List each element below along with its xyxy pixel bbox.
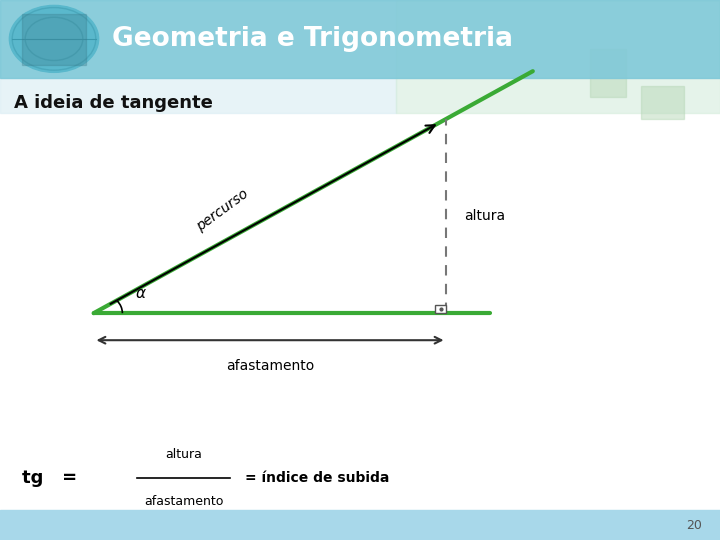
Bar xyxy=(0,0,396,113)
Bar xyxy=(0,0,720,78)
Bar xyxy=(590,49,626,97)
Text: α: α xyxy=(135,286,145,301)
Text: Geometria e Trigonometria: Geometria e Trigonometria xyxy=(112,26,513,52)
Bar xyxy=(0,510,720,540)
Text: altura: altura xyxy=(165,448,202,461)
Circle shape xyxy=(9,5,99,72)
Text: tg   =: tg = xyxy=(22,469,77,487)
Text: afastamento: afastamento xyxy=(226,359,314,373)
Bar xyxy=(396,0,720,113)
Bar xyxy=(0,65,720,475)
Text: A ideia de tangente: A ideia de tangente xyxy=(14,94,213,112)
Text: afastamento: afastamento xyxy=(144,495,223,508)
Bar xyxy=(22,14,86,65)
Text: 20: 20 xyxy=(686,519,702,532)
Text: percurso: percurso xyxy=(194,186,251,233)
Bar xyxy=(435,305,446,313)
Text: = índice de subida: = índice de subida xyxy=(245,471,390,485)
Text: altura: altura xyxy=(464,209,505,223)
Bar xyxy=(641,86,684,119)
